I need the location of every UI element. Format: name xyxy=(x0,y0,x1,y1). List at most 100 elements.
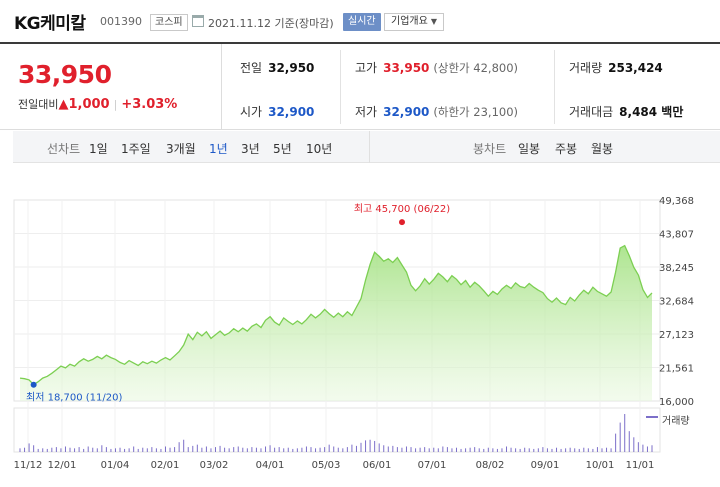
volume-bar xyxy=(465,448,467,452)
volume-bar xyxy=(537,448,539,452)
volume-bar xyxy=(87,446,89,452)
volume-bar xyxy=(342,448,344,452)
low-point-label: 최저 18,700 (11/20) xyxy=(26,392,122,404)
volume-bar xyxy=(565,448,567,452)
volume-bar xyxy=(201,447,203,452)
prev-close-label: 전일 xyxy=(240,61,263,75)
period-3y[interactable]: 3년 xyxy=(241,142,260,156)
x-tick-label: 11/12 xyxy=(14,460,43,471)
up-triangle-icon: ▲ xyxy=(58,97,69,112)
lower-limit: (하한가 23,100) xyxy=(433,105,519,119)
volume-bars: 거래량 xyxy=(19,414,690,452)
price-summary: 33,950 전일대비▲1,000 | +3.03% 전일 32,950 시가 32,9… xyxy=(0,44,720,130)
realtime-button[interactable]: 실시간 xyxy=(343,13,381,31)
stats-divider xyxy=(340,50,341,124)
change-separator: | xyxy=(113,98,118,111)
price-chart: 거래량 49,368 43,807 38,245 32,684 27,123 21,561… xyxy=(0,190,720,487)
volume-bar xyxy=(74,448,76,452)
volume-bar xyxy=(619,422,621,452)
period-1d[interactable]: 1일 xyxy=(89,142,108,156)
period-1y[interactable]: 1년 xyxy=(209,142,228,156)
volume-bar xyxy=(215,447,217,452)
current-price: 33,950 xyxy=(18,60,112,89)
volume-bar xyxy=(224,447,226,452)
x-tick-label: 06/01 xyxy=(363,460,392,471)
high-label: 고가 xyxy=(355,61,378,75)
volume-bar xyxy=(210,448,212,452)
x-tick-label: 03/02 xyxy=(200,460,229,471)
volume-bar xyxy=(587,448,589,452)
volume-bar xyxy=(333,446,335,452)
volume-bar xyxy=(114,448,116,452)
volume-bar xyxy=(392,445,394,452)
header-divider xyxy=(0,42,720,44)
volume-bar xyxy=(64,446,66,452)
volume-bar xyxy=(237,446,239,452)
volume-bar xyxy=(219,445,221,452)
volume-bar xyxy=(437,448,439,452)
stock-name: KG케미칼 xyxy=(14,14,86,34)
y-tick-label: 38,245 xyxy=(659,263,694,274)
open-label: 시가 xyxy=(240,105,263,119)
volume-bar xyxy=(542,447,544,452)
x-tick-label: 11/01 xyxy=(626,460,655,471)
volume-bar xyxy=(551,448,553,452)
volume-bar xyxy=(305,446,307,452)
volume-label: 거래량 xyxy=(569,61,603,75)
volume-bar xyxy=(424,447,426,452)
change-amount: 1,000 xyxy=(68,97,110,112)
volume-bar xyxy=(355,445,357,452)
volume-bar xyxy=(560,448,562,452)
volume-bar xyxy=(328,444,330,452)
volume-bar xyxy=(651,445,653,452)
volume-bar xyxy=(92,447,94,452)
volume-bar xyxy=(478,448,480,452)
volume-bar xyxy=(592,448,594,452)
volume-bar xyxy=(310,447,312,452)
volume-cell: 거래량 253,424 xyxy=(569,59,663,76)
volume-bar xyxy=(442,446,444,452)
volume-bar xyxy=(369,439,371,452)
candle-daily[interactable]: 일봉 xyxy=(518,142,541,156)
volume-bar xyxy=(96,448,98,452)
period-3m[interactable]: 3개월 xyxy=(166,142,196,156)
high-value: 33,950 xyxy=(383,61,430,75)
volume-bar xyxy=(365,440,367,452)
x-tick-label: 05/03 xyxy=(312,460,341,471)
volume-bar xyxy=(60,448,62,452)
volume-bar xyxy=(524,447,526,452)
volume-bar xyxy=(192,445,194,452)
change-label: 전일대비 xyxy=(18,98,59,111)
chart-markers: 최고 45,700 (06/22) 최저 18,700 (11/20) xyxy=(26,203,450,404)
volume-bar xyxy=(601,448,603,452)
open-value: 32,900 xyxy=(268,105,315,119)
price-line xyxy=(19,244,653,386)
period-1w[interactable]: 1주일 xyxy=(121,142,151,156)
volume-bar xyxy=(533,448,535,452)
period-bar-divider xyxy=(369,131,370,163)
high-cell: 고가 33,950 (상한가 42,800) xyxy=(355,59,518,76)
volume-bar xyxy=(396,447,398,452)
volume-bar xyxy=(346,447,348,452)
volume-bar xyxy=(255,447,257,452)
volume-bar xyxy=(46,448,48,452)
volume-bar xyxy=(260,448,262,452)
volume-bar xyxy=(624,414,626,452)
volume-bar xyxy=(574,448,576,452)
period-10y[interactable]: 10년 xyxy=(306,142,333,156)
volume-bar xyxy=(274,447,276,452)
volume-bar xyxy=(205,446,207,452)
volume-bar xyxy=(496,448,498,452)
price-area-series xyxy=(19,244,653,401)
period-selector: 선차트 1일 1주일 3개월 1년 3년 5년 10년 봉차트 일봉 주봉 월봉 xyxy=(13,131,720,163)
volume-bar xyxy=(460,448,462,452)
volume-bar xyxy=(633,437,635,452)
volume-bar xyxy=(374,440,376,452)
period-5y[interactable]: 5년 xyxy=(273,142,292,156)
candle-weekly[interactable]: 주봉 xyxy=(555,142,578,156)
volume-label: 거래량 xyxy=(662,415,690,427)
candle-monthly[interactable]: 월봉 xyxy=(591,142,614,156)
volume-bar xyxy=(351,444,353,452)
company-info-button[interactable]: 기업개요 ▼ xyxy=(384,13,444,31)
volume-bar xyxy=(265,446,267,452)
